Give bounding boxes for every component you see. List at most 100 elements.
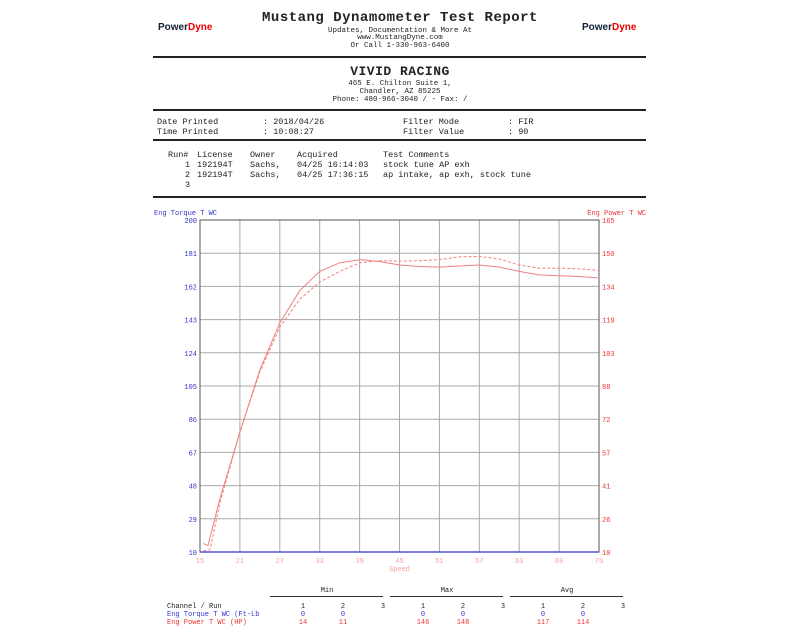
channel-name: Eng Power T WC (HP) (167, 619, 247, 627)
run-run: 3 (185, 180, 191, 190)
report-title: Mustang Dynamometer Test Report (262, 10, 538, 26)
header-sub-3: Or Call 1-330-963-6400 (350, 42, 450, 50)
run-col-header: 3 (620, 603, 626, 611)
run-comments: stock tune AP exh (383, 160, 470, 170)
run-col-header: 1 (300, 603, 306, 611)
run-col-header: 2 (460, 603, 466, 611)
y-right-tick-label: 88 (602, 384, 610, 392)
run-comments: ap intake, ap exh, stock tune (383, 170, 531, 180)
y-right-tick-label: 10 (602, 550, 610, 558)
date-printed-value: : 2018/04/26 (263, 117, 325, 127)
summary-value: 0 (540, 611, 546, 619)
summary-value: 148 (456, 619, 470, 627)
filter-value-label: Filter Value (403, 127, 465, 137)
y-left-tick-label: 105 (184, 384, 197, 392)
y-right-axis-label: Eng Power T WC (587, 210, 646, 218)
col-acquired: Acquired (297, 150, 338, 160)
summary-value: 0 (300, 611, 306, 619)
shop-phone: Phone: 480-966-3040 / - Fax: / (332, 96, 468, 104)
y-left-tick-label: 48 (189, 484, 197, 492)
group-header: Avg (560, 587, 574, 595)
x-tick-label: 51 (435, 558, 443, 566)
group-header: Min (320, 587, 334, 595)
summary-value: 0 (420, 611, 426, 619)
y-right-tick-label: 165 (602, 218, 615, 226)
time-printed-label: Time Printed (157, 127, 219, 137)
run-run: 2 (185, 170, 191, 180)
run-run: 1 (185, 160, 191, 170)
run-owner: Sachs, (250, 170, 281, 180)
run-col-header: 2 (340, 603, 346, 611)
shop-name: VIVID RACING (350, 64, 450, 79)
y-left-tick-label: 67 (189, 450, 197, 458)
divider (153, 56, 646, 58)
col-owner: Owner (250, 150, 276, 160)
y-right-tick-label: 150 (602, 251, 615, 259)
run-license: 192194T (197, 160, 233, 170)
x-axis-label: Speed (389, 566, 410, 574)
y-left-tick-label: 10 (189, 550, 197, 558)
x-tick-label: 45 (395, 558, 403, 566)
shop-address-1: 465 E. Chilton Suite 1, (348, 80, 452, 88)
col-run: Run# (168, 150, 189, 160)
y-left-tick-label: 86 (189, 417, 197, 425)
divider (153, 139, 646, 141)
filter-value-value: : 90 (508, 127, 529, 137)
filter-mode-label: Filter Mode (403, 117, 460, 127)
run-col-header: 1 (540, 603, 546, 611)
col-comments: Test Comments (383, 150, 450, 160)
x-tick-label: 75 (595, 558, 603, 566)
run-col-header: 3 (500, 603, 506, 611)
summary-value: 117 (536, 619, 550, 627)
shop-address-2: Chandler, AZ 85225 (359, 88, 441, 96)
summary-value: 0 (460, 611, 466, 619)
y-left-tick-label: 181 (184, 251, 197, 259)
y-left-tick-label: 29 (189, 517, 197, 525)
group-rule (390, 596, 503, 597)
y-right-tick-label: 103 (602, 351, 615, 359)
filter-mode-value: : FIR (508, 117, 534, 127)
y-left-tick-label: 143 (184, 318, 197, 326)
y-right-tick-label: 41 (602, 484, 610, 492)
summary-value: 0 (580, 611, 586, 619)
y-right-tick-label: 119 (602, 318, 615, 326)
group-rule (270, 596, 383, 597)
run-col-header: 3 (380, 603, 386, 611)
divider (153, 196, 646, 198)
x-tick-label: 15 (196, 558, 204, 566)
x-tick-label: 39 (355, 558, 363, 566)
y-left-tick-label: 200 (184, 218, 197, 226)
x-tick-label: 63 (515, 558, 523, 566)
powerdyne-logo-left: PowerDyne (158, 22, 213, 33)
y-right-tick-label: 134 (602, 284, 615, 292)
y-right-tick-label: 57 (602, 450, 610, 458)
run-owner: Sachs, (250, 160, 281, 170)
header-sub-2: www.MustangDyne.com (357, 34, 443, 42)
run-col-header: 1 (420, 603, 426, 611)
time-printed-value: : 10:08:27 (263, 127, 315, 137)
header-sub-1: Updates, Documentation & More At (327, 27, 473, 35)
channel-label: Channel / Run (167, 603, 222, 611)
col-license: License (197, 150, 233, 160)
run-acquired: 04/25 17:36:15 (297, 170, 369, 180)
y-left-tick-label: 124 (184, 351, 197, 359)
run-acquired: 04/25 16:14:03 (297, 160, 369, 170)
y-left-axis-label: Eng Torque T WC (154, 210, 217, 218)
divider (153, 109, 646, 111)
date-printed-label: Date Printed (157, 117, 219, 127)
summary-value: 146 (416, 619, 430, 627)
x-tick-label: 27 (276, 558, 284, 566)
series-line-2 (203, 255, 598, 552)
channel-name: Eng Torque T WC (Ft-Lb (167, 611, 260, 619)
y-right-tick-label: 72 (602, 417, 610, 425)
y-left-tick-label: 162 (184, 284, 197, 292)
summary-value: 0 (340, 611, 346, 619)
y-right-tick-label: 26 (602, 517, 610, 525)
dyno-chart: 15 200 165 21 181 150 27 162 134 33 143 119 39 124 103… (154, 210, 646, 574)
x-tick-label: 33 (315, 558, 323, 566)
summary-value: 11 (338, 619, 348, 627)
group-rule (510, 596, 623, 597)
summary-value: 114 (576, 619, 590, 627)
run-col-header: 2 (580, 603, 586, 611)
powerdyne-logo-right: PowerDyne (582, 22, 637, 33)
